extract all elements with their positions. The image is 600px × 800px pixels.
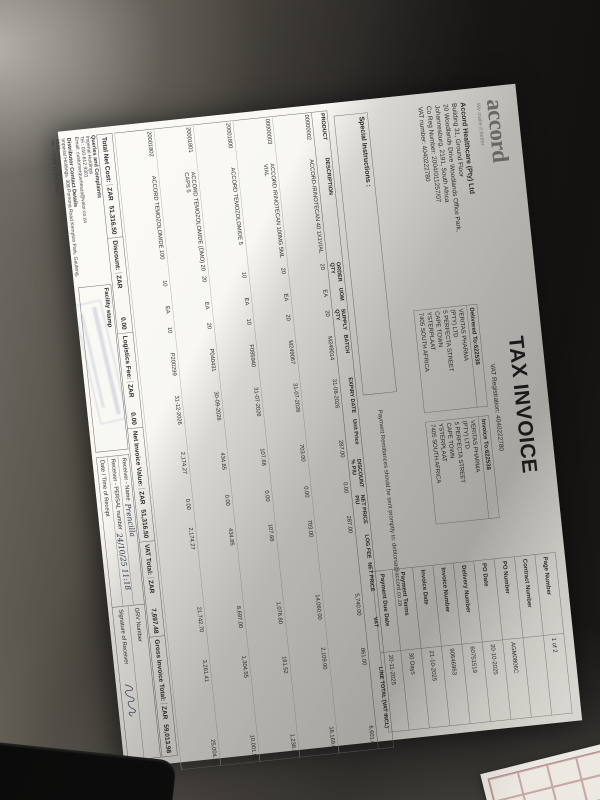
second-form-corner (480, 725, 600, 800)
total-value: 0.00 (119, 316, 129, 331)
cell-log-fee (158, 550, 202, 583)
cell-expiry: 30-09-2026 (181, 389, 226, 436)
cell-vat: 3,261.41 (167, 633, 213, 688)
cell-product-code: 20001802 (114, 128, 159, 178)
total-currency: ZAR (137, 488, 148, 507)
total-currency: ZAR (126, 381, 136, 400)
cell-log-fee (237, 542, 280, 575)
col-uom: UOM (329, 285, 348, 309)
invoice-sheet: accord We make it better Accord Healthca… (49, 84, 582, 770)
cell-unit-price: 107.68 (225, 427, 270, 471)
cell-unit-price: 2,174.27 (146, 435, 191, 480)
cell-expiry: 31-12-2026 (142, 393, 187, 440)
cell-product-code: 20001801 (153, 124, 198, 174)
total-value: 51,316.50 (140, 509, 151, 539)
info-value: AGM0806C (509, 641, 520, 674)
receiver-name-label: Receiver - Name (120, 457, 132, 501)
cell-net-price: 1,076.80 (240, 570, 286, 630)
info-value: 90646963 (448, 648, 459, 676)
cell-unit-price: 287.00 (304, 418, 348, 463)
cell-batch: M249067 (255, 338, 300, 386)
cell-expiry: 31-08-2026 (299, 376, 344, 423)
cell-discount: 0.00 (308, 458, 352, 499)
total-value: 51,316.50 (108, 205, 119, 235)
grv-signature-box: GRV Number Signature of Receiver (111, 603, 161, 761)
receipt-band: Queries and Complaints Imperial Holdings… (49, 135, 161, 761)
total-label: Gross Invoice Total: (153, 638, 168, 702)
total-value: 7,697.48 (150, 607, 161, 634)
cell-net-price: 8,697.00 (201, 574, 247, 634)
cell-net-price-pu: 434.85 (194, 506, 238, 551)
info-value: 60751519 (468, 645, 479, 674)
cell-batch: M249014 (295, 334, 340, 382)
cell-expiry: 31-07-2026 (260, 381, 305, 428)
total-label: Logistics Fee: (121, 335, 134, 380)
delivered-to-box: Delivered To:622538 VERITAS PHARMA (PTY)… (413, 303, 488, 414)
total-label: VAT Total: (143, 543, 155, 576)
cell-net-price: 5,740.00 (319, 561, 365, 621)
col-log-fee: LOG FEE (355, 532, 375, 562)
delivered-to-lines: VERITAS PHARMA (PTY) LTD 5 PERFECTA STRE… (417, 308, 470, 373)
cell-product-code: 00000002 (272, 112, 317, 162)
accord-logo: accord (481, 97, 514, 164)
info-value: 20-10-2025 (489, 643, 500, 676)
cell-log-fee (198, 546, 241, 579)
cell-batch: F085940 (216, 342, 261, 390)
cell-vat: 161.52 (246, 624, 291, 679)
col-order-qty: ORDER QTY (327, 259, 346, 288)
cell-net-price: 14,060.00 (279, 566, 326, 625)
info-value: 1 of 2 (550, 637, 559, 654)
cell-discount: 0.00 (229, 466, 273, 507)
cell-net-price: 21,742.70 (161, 578, 207, 638)
cell-batch: P040431 (177, 346, 222, 394)
cell-expiry: 31-07-2026 (221, 385, 265, 432)
col-supply-qty: SUPPLY QTY (332, 306, 351, 335)
cell-net-price-pu: 287.00 (312, 494, 356, 539)
second-form-grid (487, 741, 600, 800)
cell-discount: 0.00 (150, 475, 195, 516)
total-currency: ZAR (160, 703, 170, 722)
info-value: 21-10-2025 (428, 650, 439, 682)
invoice-to-lines: VERITAS PHARMA (PTY) LTD 5 PERFECTA STRE… (429, 419, 482, 484)
total-value: 59,013.98 (162, 723, 174, 754)
cell-vat: 2,109.00 (285, 620, 331, 675)
total-currency: ZAR (147, 577, 157, 596)
cell-log-fee (276, 538, 320, 571)
grv-label: GRV Number (133, 607, 144, 643)
cell-line-total: 25,004.11 (172, 682, 221, 770)
total-currency: ZAR (105, 184, 116, 204)
invoice-info-table: Page Number 1 of 2 Contract Number PO Nu… (371, 552, 573, 733)
receiver-signature (124, 684, 136, 717)
info-value (533, 637, 541, 716)
cell-unit-price: 434.85 (186, 431, 230, 476)
special-instructions-label: Special Instructions : (357, 116, 374, 188)
invoice-paper: accord We make it better Accord Healthca… (49, 83, 583, 770)
cell-vat: 1,304.55 (206, 629, 252, 683)
info-value: 30 Days (407, 652, 417, 675)
total-value: 0.00 (129, 411, 139, 426)
cell-discount: 0.00 (269, 462, 313, 503)
cell-vat: 861.00 (325, 616, 370, 671)
cell-unit-price: 703.00 (264, 422, 309, 467)
total-label: Total Net Cost: (100, 136, 114, 183)
cell-net-price-pu: 703.00 (272, 498, 317, 543)
total-label: Discount: (111, 239, 123, 271)
total-currency: ZAR (115, 272, 125, 291)
total-label: Net Invoice Value: (131, 430, 146, 487)
cell-batch: P200299 (137, 350, 182, 398)
cell-net-price-pu: 107.68 (233, 502, 277, 547)
cell-log-fee (316, 534, 359, 567)
cell-product-code: 00000003 (232, 116, 277, 166)
cell-product-code: 20001800 (193, 120, 238, 170)
cell-net-price-pu: 2,174.27 (154, 510, 199, 555)
signature-label: Signature of Receiver (117, 609, 130, 665)
invoice-to-box: Invoice To:622538 VERITAS PHARMA (PTY) L… (425, 415, 500, 525)
supplier-address-block: Accord Healthcare (Pty) Ltd Building 31,… (416, 102, 480, 235)
cell-discount: 0.00 (190, 470, 234, 511)
